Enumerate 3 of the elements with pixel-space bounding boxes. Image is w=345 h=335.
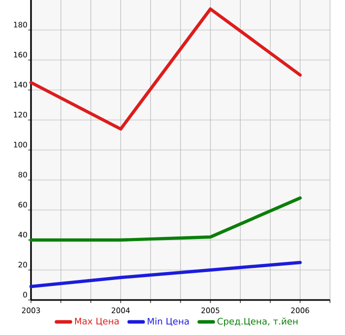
legend-label: Max Цена [75, 318, 119, 326]
legend-label: Min Цена [148, 318, 189, 326]
legend-label: Сред.Цена, т.йен [217, 318, 298, 326]
